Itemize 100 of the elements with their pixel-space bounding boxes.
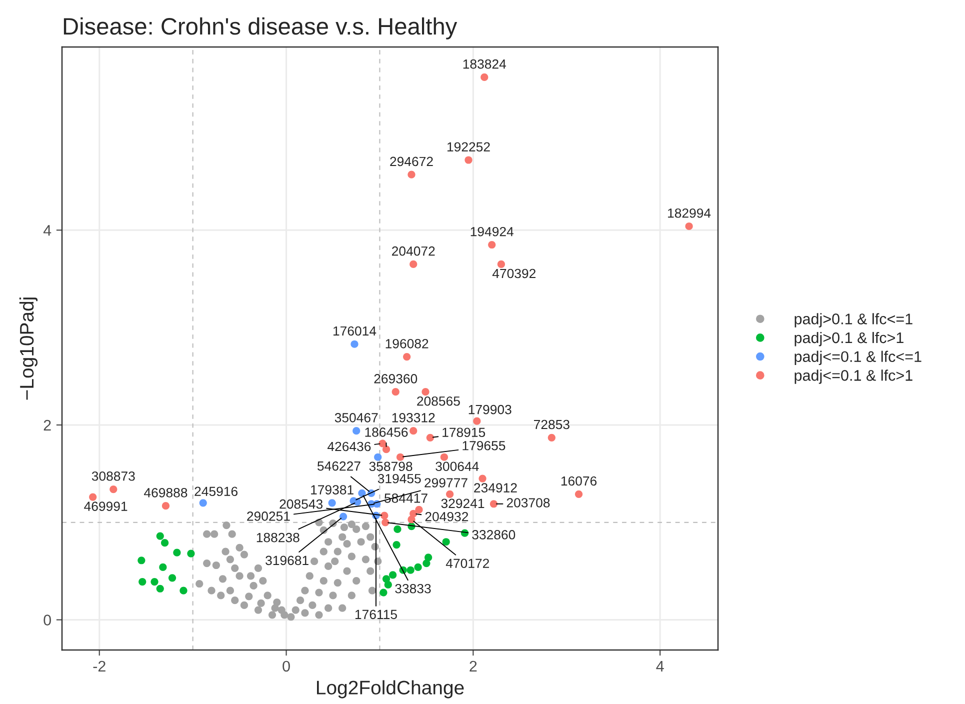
point bbox=[156, 584, 164, 592]
point bbox=[392, 540, 400, 549]
legend-label: padj>0.1 & lfc>1 bbox=[794, 332, 904, 346]
point bbox=[415, 506, 423, 514]
annotation: 308873 bbox=[92, 471, 135, 481]
x-tick-label: 0 bbox=[282, 660, 290, 672]
annotation: 234912 bbox=[474, 483, 517, 492]
annotation: 179655 bbox=[462, 440, 506, 450]
point bbox=[89, 493, 97, 501]
y-tick-label: 4 bbox=[43, 225, 52, 236]
point bbox=[358, 489, 366, 497]
point bbox=[168, 574, 176, 582]
annotation: 269360 bbox=[374, 374, 418, 384]
point bbox=[374, 453, 382, 461]
point bbox=[156, 532, 164, 540]
point bbox=[406, 566, 414, 574]
legend-label: padj<=0.1 & lfc>1 bbox=[794, 370, 912, 384]
annotation: 332860 bbox=[472, 530, 516, 540]
chart-title: Disease: Crohn's disease v.s. Healthy bbox=[64, 17, 458, 40]
point bbox=[424, 554, 432, 562]
point bbox=[440, 453, 448, 461]
point bbox=[408, 516, 416, 524]
point bbox=[162, 502, 170, 510]
x-axis-title: Log2FoldChange bbox=[317, 680, 464, 698]
annotation: 358798 bbox=[369, 462, 412, 472]
annotation: 203708 bbox=[506, 498, 550, 508]
annotation: 72853 bbox=[534, 420, 570, 430]
annotation: 329241 bbox=[441, 498, 484, 508]
point bbox=[410, 427, 418, 435]
annotation: 294672 bbox=[390, 156, 433, 166]
point bbox=[392, 388, 400, 396]
annotation: 204072 bbox=[392, 246, 435, 256]
annotation: 350467 bbox=[334, 413, 378, 422]
annotation: 546227 bbox=[317, 461, 360, 471]
annotation: 186456 bbox=[365, 428, 408, 437]
annotation: 204932 bbox=[425, 512, 468, 522]
point bbox=[138, 556, 146, 564]
point bbox=[350, 340, 358, 348]
annotation: 319681 bbox=[266, 556, 308, 566]
annotation: 16076 bbox=[561, 476, 597, 486]
annotation: 188238 bbox=[256, 532, 300, 542]
annotation: 300644 bbox=[436, 462, 479, 472]
point bbox=[328, 499, 336, 507]
annotation: 176115 bbox=[355, 610, 397, 620]
point bbox=[410, 260, 418, 268]
annotation: 208543 bbox=[280, 499, 323, 509]
point bbox=[490, 500, 498, 508]
annotation: 183824 bbox=[463, 59, 506, 69]
point bbox=[442, 538, 450, 546]
annotation: 176014 bbox=[333, 326, 376, 336]
annotation: 470172 bbox=[446, 558, 489, 568]
y-axis-title: −Log10Padj bbox=[19, 298, 38, 400]
point bbox=[548, 434, 556, 442]
annotation: 290251 bbox=[247, 512, 290, 521]
point bbox=[180, 586, 188, 594]
y-tick-label: 2 bbox=[44, 420, 51, 431]
x-tick-label: 4 bbox=[656, 660, 664, 672]
annotation: 178915 bbox=[442, 428, 486, 438]
annotation: 33833 bbox=[395, 584, 431, 594]
annotation: 193312 bbox=[392, 413, 435, 422]
annotation: 196082 bbox=[386, 338, 428, 348]
point bbox=[384, 580, 392, 589]
annotation: 179381 bbox=[311, 485, 354, 494]
point bbox=[159, 563, 167, 571]
point bbox=[389, 571, 397, 579]
point bbox=[478, 474, 486, 482]
point bbox=[422, 388, 430, 396]
point bbox=[394, 525, 402, 534]
annotation: 182994 bbox=[668, 208, 711, 218]
point bbox=[382, 446, 390, 454]
point bbox=[380, 588, 388, 596]
point bbox=[446, 490, 454, 498]
annotation: 245916 bbox=[194, 486, 238, 496]
point bbox=[574, 490, 583, 498]
x-tick-label: 2 bbox=[470, 660, 477, 672]
point bbox=[138, 578, 146, 586]
point bbox=[352, 427, 360, 435]
point bbox=[488, 240, 496, 249]
annotation: 470392 bbox=[492, 268, 536, 278]
y-tick-label: 0 bbox=[44, 614, 51, 626]
point bbox=[408, 170, 416, 178]
point bbox=[199, 499, 207, 507]
point bbox=[480, 73, 488, 81]
annotation: 194924 bbox=[470, 226, 514, 236]
point bbox=[414, 563, 422, 571]
point bbox=[464, 156, 472, 164]
point bbox=[382, 518, 390, 526]
point bbox=[339, 512, 348, 520]
annotation: 192252 bbox=[447, 142, 490, 152]
point bbox=[378, 440, 386, 448]
legend-label: padj>0.1 & lfc<=1 bbox=[794, 313, 912, 328]
point bbox=[380, 512, 388, 520]
point bbox=[173, 548, 181, 556]
point bbox=[685, 222, 693, 230]
point bbox=[160, 539, 169, 547]
annotation: 208565 bbox=[417, 396, 460, 406]
annotation: 319455 bbox=[378, 474, 421, 484]
annotation: 469991 bbox=[84, 502, 128, 511]
annotation: 426436 bbox=[327, 442, 371, 452]
point bbox=[403, 352, 411, 361]
